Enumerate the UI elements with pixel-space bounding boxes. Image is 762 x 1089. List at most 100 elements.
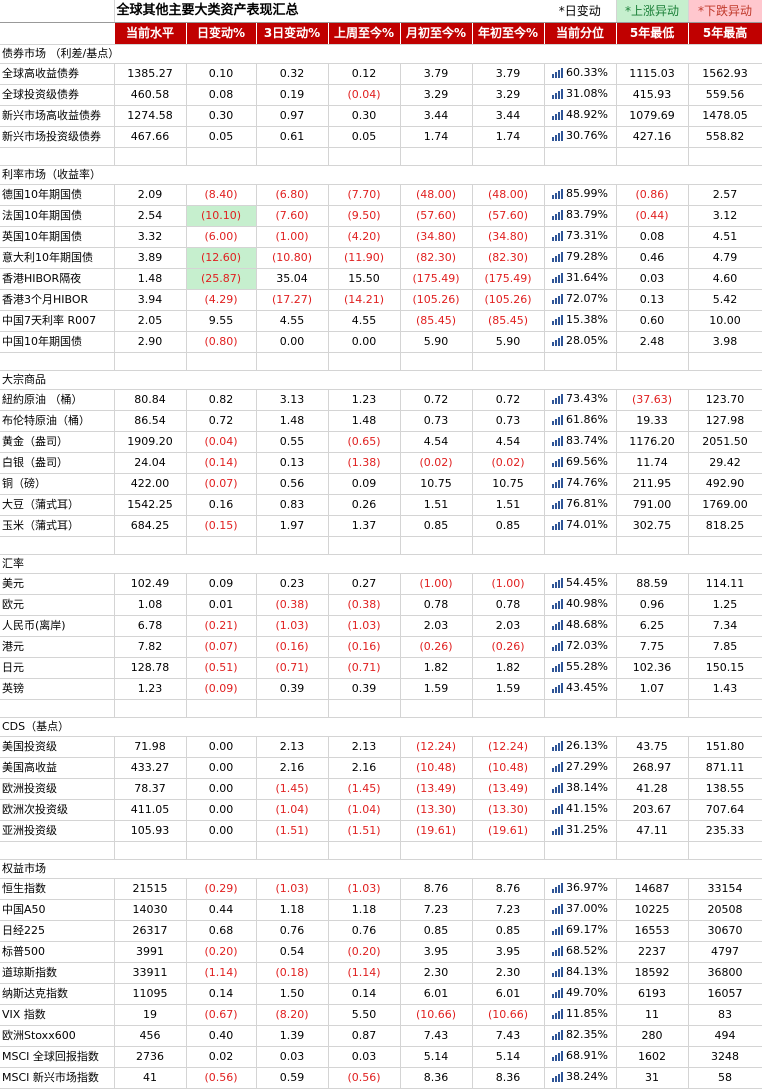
asset-name: 标普500 bbox=[0, 941, 115, 963]
value-cell: 0.73 bbox=[400, 410, 473, 432]
signal-bars-icon bbox=[552, 599, 564, 609]
percentile-value: 61.86% bbox=[566, 413, 608, 426]
value-cell: 3.98 bbox=[688, 331, 762, 353]
value-cell: 0.05 bbox=[328, 126, 401, 148]
value-cell: (1.03) bbox=[256, 878, 329, 900]
value-cell: (0.16) bbox=[328, 636, 401, 658]
value-cell: 7.43 bbox=[472, 1025, 545, 1047]
value-cell: 0.00 bbox=[186, 757, 257, 779]
percentile-value: 28.05% bbox=[566, 334, 608, 347]
signal-bars-icon bbox=[552, 189, 564, 199]
signal-bars-icon bbox=[552, 415, 564, 425]
value-cell: 102.36 bbox=[616, 657, 689, 679]
signal-bars-icon bbox=[552, 883, 564, 893]
table-row: 美国高收益 433.27 0.00 2.16 2.16 (10.48) (10.48) 27.… bbox=[0, 757, 762, 779]
value-cell: 818.25 bbox=[688, 515, 762, 537]
percentile-cell: 82.35% bbox=[544, 1025, 617, 1047]
value-cell: 11095 bbox=[114, 983, 187, 1005]
table-row: 纳斯达克指数 11095 0.14 1.50 0.14 6.01 6.01 49.70% 619… bbox=[0, 983, 762, 1005]
percentile-value: 83.74% bbox=[566, 434, 608, 447]
value-cell: 415.93 bbox=[616, 84, 689, 106]
asset-name: 欧洲投资级 bbox=[0, 778, 115, 800]
value-cell: 559.56 bbox=[688, 84, 762, 106]
asset-name: 香港HIBOR隔夜 bbox=[0, 268, 115, 290]
value-cell: 1.08 bbox=[114, 594, 187, 616]
value-cell: (1.04) bbox=[328, 799, 401, 821]
column-header: 3日变动% bbox=[256, 22, 329, 45]
value-cell: 26317 bbox=[114, 920, 187, 942]
value-cell: 0.05 bbox=[186, 126, 257, 148]
signal-bars-icon bbox=[552, 904, 564, 914]
table-row: 中国A50 14030 0.44 1.18 1.18 7.23 7.23 37.00% 1022… bbox=[0, 899, 762, 921]
value-cell: 1769.00 bbox=[688, 494, 762, 516]
percentile-cell: 74.01% bbox=[544, 515, 617, 537]
percentile-value: 84.13% bbox=[566, 965, 608, 978]
percentile-value: 48.92% bbox=[566, 108, 608, 121]
value-cell: (1.00) bbox=[400, 573, 473, 595]
value-cell: 494 bbox=[688, 1025, 762, 1047]
value-cell: (0.86) bbox=[616, 184, 689, 206]
value-cell: (0.04) bbox=[328, 84, 401, 106]
value-cell: (105.26) bbox=[400, 289, 473, 311]
table-row: 欧洲次投资级 411.05 0.00 (1.04) (1.04) (13.30) (13.3… bbox=[0, 799, 762, 821]
value-cell: 0.76 bbox=[256, 920, 329, 942]
value-cell: 4.79 bbox=[688, 247, 762, 269]
value-cell: 3.44 bbox=[400, 105, 473, 127]
percentile-value: 15.38% bbox=[566, 313, 608, 326]
value-cell: (85.45) bbox=[472, 310, 545, 332]
value-cell: 2.13 bbox=[328, 736, 401, 758]
value-cell: 0.26 bbox=[328, 494, 401, 516]
asset-name: 香港3个月HIBOR bbox=[0, 289, 115, 311]
value-cell: (0.26) bbox=[472, 636, 545, 658]
value-cell: 0.78 bbox=[472, 594, 545, 616]
value-cell: (105.26) bbox=[472, 289, 545, 311]
section-header: 债券市场 （利差/基点） bbox=[0, 44, 762, 64]
percentile-value: 72.03% bbox=[566, 639, 608, 652]
asset-name: 大豆（蒲式耳） bbox=[0, 494, 115, 516]
column-header: 月初至今% bbox=[400, 22, 473, 45]
value-cell: 47.11 bbox=[616, 820, 689, 842]
value-cell: 1.74 bbox=[472, 126, 545, 148]
table-row: 美元 102.49 0.09 0.23 0.27 (1.00) (1.00) 54.45% 88… bbox=[0, 573, 762, 595]
value-cell: (10.66) bbox=[400, 1004, 473, 1026]
value-cell: 211.95 bbox=[616, 473, 689, 495]
percentile-cell: 43.45% bbox=[544, 678, 617, 700]
value-cell: 0.83 bbox=[256, 494, 329, 516]
percentile-value: 60.33% bbox=[566, 66, 608, 79]
page-title: 全球其他主要大类资产表现汇总 bbox=[114, 0, 473, 23]
value-cell: (0.16) bbox=[256, 636, 329, 658]
percentile-cell: 68.91% bbox=[544, 1046, 617, 1068]
value-cell: 7.23 bbox=[400, 899, 473, 921]
value-cell: 1.59 bbox=[400, 678, 473, 700]
section-header: CDS（基点） bbox=[0, 717, 762, 737]
value-cell: 235.33 bbox=[688, 820, 762, 842]
asset-name: 全球投资级债券 bbox=[0, 84, 115, 106]
value-cell: 5.42 bbox=[688, 289, 762, 311]
value-cell: (13.30) bbox=[472, 799, 545, 821]
value-cell: 3.29 bbox=[472, 84, 545, 106]
asset-name: MSCI 新兴市场指数 bbox=[0, 1067, 115, 1089]
asset-name: 紐約原油 （桶） bbox=[0, 389, 115, 411]
value-cell: (10.48) bbox=[400, 757, 473, 779]
value-cell: 1.50 bbox=[256, 983, 329, 1005]
value-cell: 871.11 bbox=[688, 757, 762, 779]
value-cell: 7.43 bbox=[400, 1025, 473, 1047]
value-cell: (10.80) bbox=[256, 247, 329, 269]
value-cell: (57.60) bbox=[472, 205, 545, 227]
value-cell: 78.37 bbox=[114, 778, 187, 800]
value-cell: 456 bbox=[114, 1025, 187, 1047]
asset-name: 中国7天利率 R007 bbox=[0, 310, 115, 332]
asset-name: 港元 bbox=[0, 636, 115, 658]
value-cell: 791.00 bbox=[616, 494, 689, 516]
value-cell: 6.01 bbox=[472, 983, 545, 1005]
value-cell: 3.79 bbox=[400, 63, 473, 85]
column-header: 当前分位 bbox=[544, 22, 617, 45]
value-cell: 203.67 bbox=[616, 799, 689, 821]
value-cell: (1.45) bbox=[328, 778, 401, 800]
value-cell: 0.09 bbox=[328, 473, 401, 495]
value-cell: (4.20) bbox=[328, 226, 401, 248]
table-row: 布伦特原油（桶） 86.54 0.72 1.48 1.48 0.73 0.73 61.86% 1… bbox=[0, 410, 762, 432]
value-cell: (175.49) bbox=[472, 268, 545, 290]
table-row: 香港HIBOR隔夜 1.48 (25.87) 35.04 15.50 (175.49) (1… bbox=[0, 268, 762, 290]
value-cell: 7.85 bbox=[688, 636, 762, 658]
